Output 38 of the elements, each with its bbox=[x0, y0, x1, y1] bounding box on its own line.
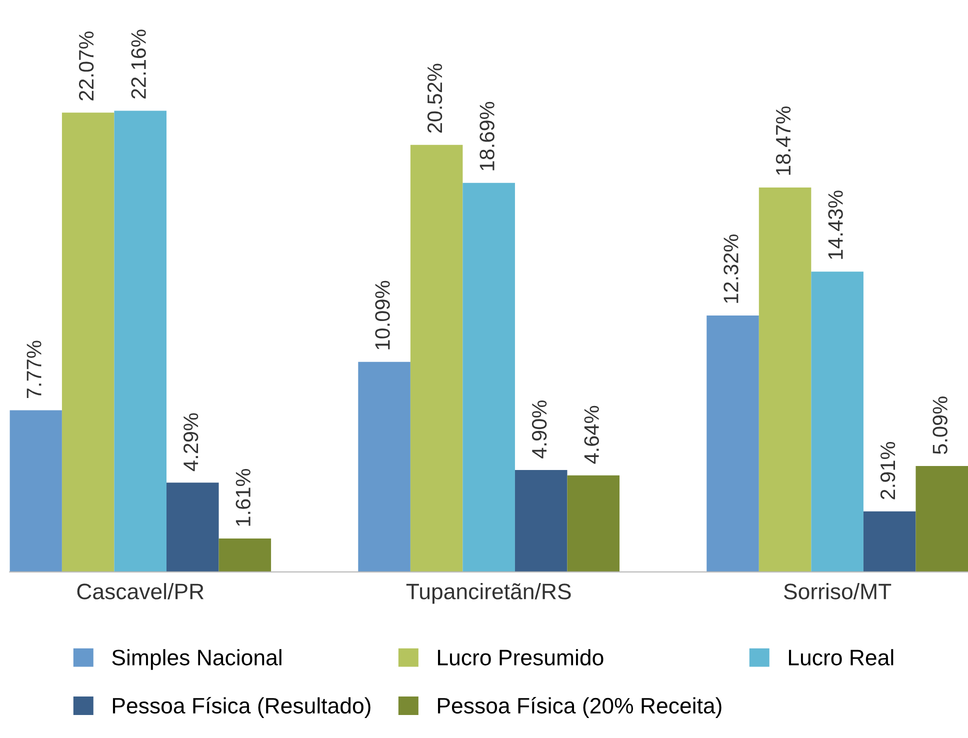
bar bbox=[114, 110, 166, 572]
bar bbox=[916, 466, 968, 572]
data-label: 4.29% bbox=[183, 413, 198, 472]
data-label: 20.52% bbox=[427, 64, 442, 133]
data-label: 4.90% bbox=[532, 400, 547, 458]
legend-label: Pessoa Física (20% Receita) bbox=[438, 697, 722, 718]
bar bbox=[10, 410, 62, 572]
bar bbox=[514, 470, 568, 572]
bar bbox=[166, 482, 219, 572]
legend-label: Pessoa Física (Resultado) bbox=[112, 697, 370, 718]
bar bbox=[62, 112, 114, 572]
data-label: 14.43% bbox=[828, 190, 843, 259]
data-label: 1.61% bbox=[236, 468, 250, 526]
bar bbox=[358, 362, 410, 572]
data-label: 10.09% bbox=[375, 280, 390, 350]
bar bbox=[218, 538, 272, 572]
bar bbox=[758, 188, 812, 572]
bar bbox=[410, 144, 463, 572]
data-label: 18.69% bbox=[480, 102, 494, 170]
legend-label: Lucro Real bbox=[788, 649, 894, 666]
legend-label: Lucro Presumido bbox=[438, 649, 604, 666]
data-label: 18.47% bbox=[776, 106, 791, 175]
bar bbox=[863, 511, 916, 572]
data-label: 7.77% bbox=[26, 340, 42, 398]
bar bbox=[811, 272, 864, 572]
bar bbox=[567, 475, 620, 572]
bar bbox=[462, 182, 515, 572]
legend-label: Simples Nacional bbox=[112, 649, 282, 670]
data-label: 22.16% bbox=[131, 30, 146, 99]
data-label: 4.64% bbox=[584, 406, 599, 464]
x-tick-label: Sorriso/MT bbox=[784, 583, 892, 600]
data-label: 12.32% bbox=[724, 234, 738, 303]
bar bbox=[706, 316, 759, 572]
x-tick-label: Cascavel/PR bbox=[77, 583, 204, 600]
data-label: 2.91% bbox=[880, 442, 896, 500]
data-label: 22.07% bbox=[78, 32, 94, 100]
x-tick-label: Tupanciretãn/RS bbox=[406, 583, 571, 604]
data-label: 5.09% bbox=[932, 396, 948, 454]
